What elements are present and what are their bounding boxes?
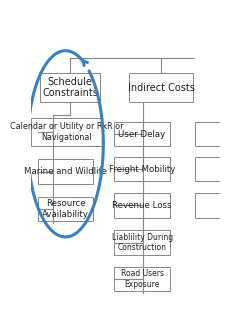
Bar [38, 159, 93, 184]
Bar [30, 118, 102, 146]
Bar [114, 122, 170, 146]
Text: Freight Mobility: Freight Mobility [109, 165, 175, 173]
Bar [195, 157, 224, 181]
Bar [114, 267, 170, 291]
Bar [38, 197, 93, 221]
Text: Liablility During
Construction: Liablility During Construction [112, 233, 173, 252]
Text: Road Users
Exposure: Road Users Exposure [121, 269, 163, 289]
Bar [195, 122, 224, 146]
Text: Revenue Loss: Revenue Loss [112, 201, 172, 210]
Bar [114, 193, 170, 217]
Text: Schedule
Constraints: Schedule Constraints [42, 77, 98, 98]
Text: User Delay: User Delay [118, 130, 166, 139]
Bar [114, 157, 170, 181]
Bar [129, 73, 193, 102]
Text: Resource
Availability: Resource Availability [42, 200, 89, 219]
Text: Indirect Costs: Indirect Costs [128, 83, 194, 92]
Text: Calendar or Utility or RxR or
Navigational: Calendar or Utility or RxR or Navigation… [10, 122, 123, 142]
Text: Marine and Wildlife: Marine and Wildlife [24, 167, 107, 176]
Bar [40, 73, 101, 102]
Bar [114, 230, 170, 255]
Bar [195, 193, 224, 217]
